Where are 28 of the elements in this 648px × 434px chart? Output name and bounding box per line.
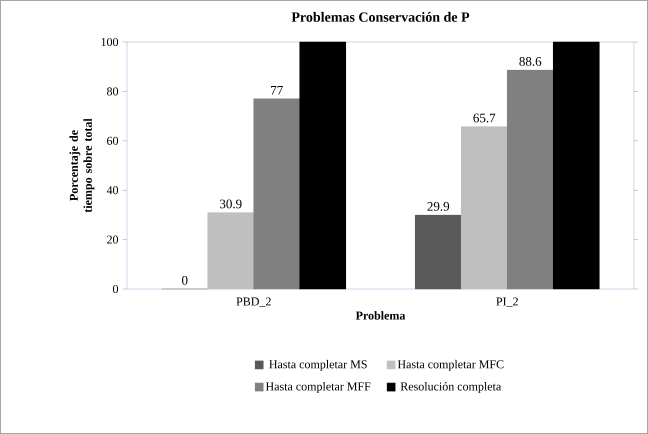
data-label: 0 <box>182 276 188 285</box>
x-tick-label: PBD_2 <box>236 297 271 307</box>
bar <box>460 126 508 290</box>
data-label: 30.9 <box>220 200 242 208</box>
y-tick-label: 0 <box>112 284 118 294</box>
y-tick-label: 60 <box>107 136 118 145</box>
data-label: 65.7 <box>473 114 496 122</box>
bar <box>506 70 554 290</box>
bar <box>207 212 254 290</box>
legend-label: Hasta completar MFF <box>266 382 370 393</box>
y-tick-label: 40 <box>106 186 118 194</box>
chart-title: Problemas Conservación de P <box>292 12 470 22</box>
y-axis-title: Porcentaje de tiempo sobre total <box>69 118 94 213</box>
y-tick-label: 80 <box>106 87 118 96</box>
legend-label: Hasta completar MS <box>269 360 367 371</box>
legend-label: Resolución completa <box>400 382 502 393</box>
data-label: 77 <box>271 86 283 95</box>
bar <box>552 42 600 290</box>
x-axis-title: Problema <box>356 311 406 320</box>
data-label: 88.6 <box>519 57 542 66</box>
y-tick-label: 100 <box>102 38 118 46</box>
bar <box>253 98 300 290</box>
y-tick-label: 20 <box>107 236 118 244</box>
x-tick-label: PI_2 <box>496 297 518 307</box>
bar <box>414 214 462 290</box>
data-label: 29.9 <box>427 202 450 211</box>
bar <box>299 42 346 290</box>
legend-label: Hasta completar MFC <box>398 360 504 371</box>
